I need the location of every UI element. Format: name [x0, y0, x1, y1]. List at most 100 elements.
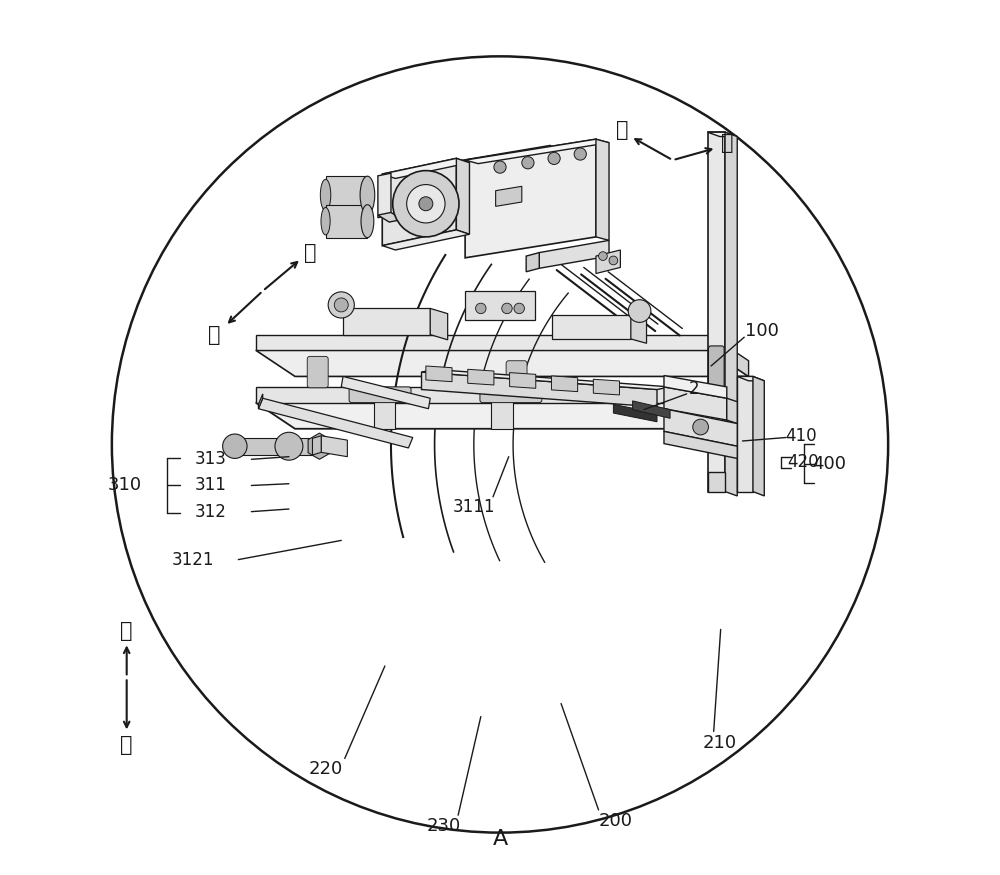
Text: 右: 右 [721, 133, 733, 153]
Circle shape [275, 432, 303, 460]
Polygon shape [664, 375, 727, 398]
Polygon shape [551, 376, 578, 392]
Polygon shape [727, 398, 737, 424]
Polygon shape [258, 394, 263, 409]
Circle shape [223, 434, 247, 458]
Polygon shape [708, 132, 725, 492]
Polygon shape [256, 350, 749, 376]
Polygon shape [326, 205, 367, 238]
Polygon shape [256, 387, 705, 402]
Polygon shape [633, 401, 670, 418]
Polygon shape [593, 379, 619, 395]
Polygon shape [596, 139, 609, 241]
Polygon shape [430, 308, 448, 340]
FancyBboxPatch shape [593, 387, 655, 402]
Polygon shape [422, 372, 657, 407]
Text: 下: 下 [120, 621, 133, 641]
FancyBboxPatch shape [708, 346, 724, 414]
Circle shape [574, 148, 586, 160]
FancyBboxPatch shape [506, 360, 527, 392]
Text: 220: 220 [308, 760, 343, 778]
Text: 200: 200 [598, 812, 632, 830]
Circle shape [514, 303, 524, 313]
Text: 2: 2 [689, 380, 700, 397]
Polygon shape [526, 253, 539, 272]
Polygon shape [552, 315, 631, 339]
Polygon shape [382, 158, 456, 246]
Text: 312: 312 [194, 502, 226, 521]
Text: 313: 313 [194, 451, 226, 468]
Polygon shape [664, 409, 737, 446]
Text: 210: 210 [703, 734, 737, 752]
Circle shape [334, 298, 348, 311]
Polygon shape [664, 387, 727, 420]
Polygon shape [258, 398, 413, 448]
Polygon shape [664, 431, 737, 458]
Polygon shape [387, 158, 552, 192]
Polygon shape [468, 369, 494, 385]
Polygon shape [465, 139, 609, 164]
Text: 410: 410 [785, 427, 817, 444]
Polygon shape [737, 376, 753, 492]
Circle shape [494, 161, 506, 173]
Polygon shape [753, 376, 764, 496]
Text: 后: 后 [304, 242, 316, 262]
Polygon shape [705, 387, 744, 429]
Text: 420: 420 [788, 453, 819, 471]
Polygon shape [725, 132, 737, 496]
Polygon shape [321, 436, 347, 457]
Polygon shape [708, 132, 737, 136]
Polygon shape [465, 139, 596, 258]
Circle shape [393, 171, 459, 237]
Polygon shape [382, 230, 469, 250]
Circle shape [548, 152, 560, 164]
Text: 400: 400 [812, 455, 846, 472]
Polygon shape [308, 433, 331, 459]
Text: 左: 左 [616, 121, 628, 141]
Polygon shape [539, 241, 609, 269]
Text: 上: 上 [120, 734, 133, 754]
FancyBboxPatch shape [307, 356, 328, 388]
Polygon shape [256, 402, 744, 429]
Text: 310: 310 [108, 477, 142, 494]
Polygon shape [496, 186, 522, 206]
Ellipse shape [320, 179, 331, 211]
Text: 3111: 3111 [453, 498, 495, 516]
Circle shape [609, 256, 618, 265]
Polygon shape [613, 404, 657, 422]
Polygon shape [237, 438, 319, 455]
Circle shape [407, 185, 445, 223]
Text: 311: 311 [194, 477, 226, 494]
FancyBboxPatch shape [349, 387, 411, 402]
Polygon shape [422, 369, 670, 389]
FancyBboxPatch shape [480, 387, 542, 402]
Circle shape [522, 157, 534, 169]
Circle shape [599, 252, 607, 261]
Circle shape [328, 292, 354, 318]
Polygon shape [426, 366, 452, 382]
Polygon shape [341, 376, 430, 409]
Circle shape [628, 300, 651, 322]
Text: 3121: 3121 [172, 550, 214, 569]
Circle shape [693, 419, 708, 435]
Polygon shape [382, 158, 469, 178]
Ellipse shape [321, 207, 330, 235]
Ellipse shape [361, 205, 374, 238]
Polygon shape [491, 387, 513, 429]
Polygon shape [406, 145, 551, 176]
Polygon shape [326, 176, 367, 214]
Polygon shape [709, 334, 749, 376]
Polygon shape [465, 291, 535, 319]
Circle shape [476, 303, 486, 313]
Polygon shape [631, 315, 647, 343]
Polygon shape [378, 213, 402, 222]
Polygon shape [387, 165, 552, 206]
Polygon shape [374, 387, 395, 429]
Text: A: A [492, 829, 508, 849]
Text: 前: 前 [208, 325, 220, 345]
Polygon shape [596, 250, 620, 274]
Text: 100: 100 [745, 322, 779, 340]
Polygon shape [708, 473, 725, 492]
Circle shape [502, 303, 512, 313]
Polygon shape [510, 373, 536, 388]
